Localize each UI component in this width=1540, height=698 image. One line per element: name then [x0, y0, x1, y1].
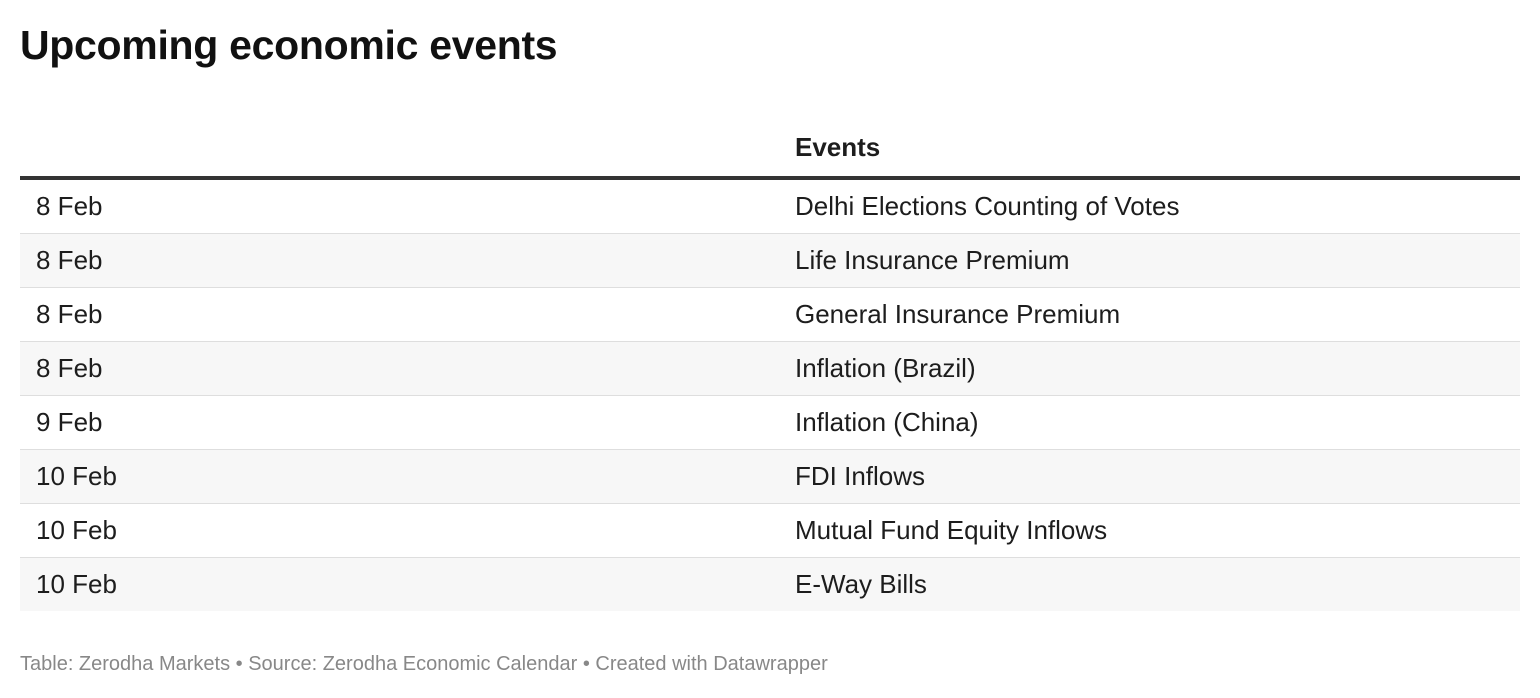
date-cell: 10 Feb [20, 557, 795, 611]
event-cell: Life Insurance Premium [795, 233, 1520, 288]
event-cell: Delhi Elections Counting of Votes [795, 178, 1520, 234]
event-cell: General Insurance Premium [795, 287, 1520, 342]
event-cell: FDI Inflows [795, 449, 1520, 504]
table-row: 8 Feb Inflation (Brazil) [20, 341, 1520, 396]
date-cell: 9 Feb [20, 395, 795, 450]
source-footer: Table: Zerodha Markets • Source: Zerodha… [20, 653, 828, 675]
date-cell: 8 Feb [20, 233, 795, 288]
date-cell: 8 Feb [20, 178, 795, 234]
column-header-events: Events [795, 118, 1520, 180]
table-row: 10 Feb Mutual Fund Equity Inflows [20, 503, 1520, 558]
event-cell: Inflation (China) [795, 395, 1520, 450]
date-cell: 8 Feb [20, 341, 795, 396]
date-cell: 10 Feb [20, 449, 795, 504]
event-cell: Mutual Fund Equity Inflows [795, 503, 1520, 558]
page-title: Upcoming economic events [20, 22, 558, 68]
table-row: 8 Feb Delhi Elections Counting of Votes [20, 178, 1520, 234]
table-row: 9 Feb Inflation (China) [20, 395, 1520, 450]
table-row: 10 Feb E-Way Bills [20, 557, 1520, 611]
event-cell: Inflation (Brazil) [795, 341, 1520, 396]
date-cell: 8 Feb [20, 287, 795, 342]
event-cell: E-Way Bills [795, 557, 1520, 611]
date-cell: 10 Feb [20, 503, 795, 558]
table-row: 8 Feb General Insurance Premium [20, 287, 1520, 342]
events-table: Events 8 Feb Delhi Elections Counting of… [20, 118, 1520, 611]
table-row: 10 Feb FDI Inflows [20, 449, 1520, 504]
table-header-row: Events [20, 118, 1520, 180]
column-header-date [20, 118, 795, 180]
table-row: 8 Feb Life Insurance Premium [20, 233, 1520, 288]
